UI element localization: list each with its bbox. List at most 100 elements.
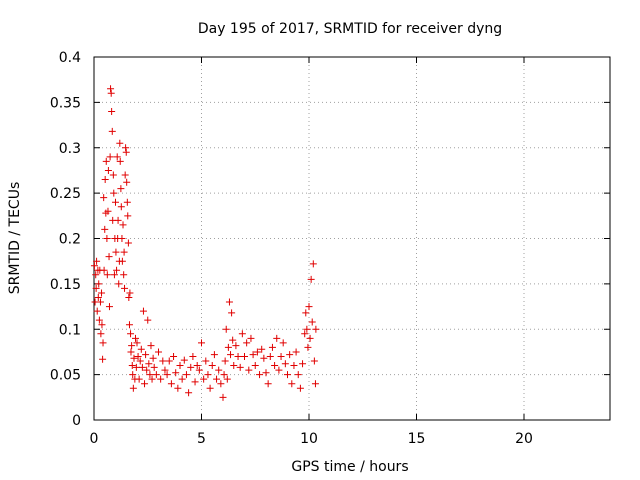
data-point [105,303,113,311]
axis-ticks: 0 0.05 0.1 0.15 0.2 0.25 0.3 0.35 0.4 0 5 10 15 20 [50,50,610,447]
y-tick-label: 0.05 [50,368,81,384]
y-axis-label: SRMTID / TECUs [7,182,23,295]
data-point [256,371,264,379]
data-point [133,339,141,347]
data-point [124,239,132,247]
data-point [103,271,111,279]
data-point [90,262,98,270]
data-point [229,336,237,344]
data-point [106,153,114,161]
data-point [219,393,227,401]
data-point [115,280,123,288]
data-point [137,345,145,353]
data-point [208,362,216,370]
data-point [139,307,147,315]
y-tick-label: 0.3 [59,141,81,157]
data-point [131,334,139,342]
data-point [292,348,300,356]
data-point [122,148,130,156]
y-tick-label: 0.35 [50,95,81,111]
data-point [135,375,143,383]
data-point [264,380,272,388]
data-point [93,257,101,265]
data-point [99,355,107,363]
data-point [145,360,153,368]
data-point [271,362,279,370]
data-point [163,371,171,379]
data-point [187,363,195,371]
data-point [141,380,149,388]
data-points [90,85,320,401]
data-point [309,260,317,268]
data-point [213,375,221,383]
data-point [210,351,218,359]
data-point [104,166,112,174]
data-point [104,207,112,215]
data-point [92,284,100,292]
data-point [123,178,131,186]
data-point [312,325,320,333]
data-point [281,360,289,368]
x-axis-label: GPS time / hours [291,459,408,475]
grid-lines [94,57,610,420]
data-point [105,253,113,261]
data-point [198,339,205,347]
data-point [101,176,109,184]
data-point [94,293,102,301]
data-point [222,325,230,333]
x-tick-label: 15 [408,431,426,447]
data-point [215,366,223,374]
x-tick-label: 20 [515,431,533,447]
data-point [286,351,294,359]
data-point [279,339,287,347]
data-point [117,185,125,193]
x-tick-label: 0 [90,431,99,447]
data-point [247,334,255,342]
data-point [127,330,135,338]
data-point [221,357,229,365]
data-point [251,362,259,370]
data-point [108,127,116,135]
x-tick-label: 10 [300,431,318,447]
data-point [122,144,130,152]
data-point [304,343,312,351]
data-point [98,321,106,329]
data-point [238,330,246,338]
data-point [241,352,248,360]
data-point [120,248,128,256]
data-point [180,356,188,364]
data-point [125,293,133,301]
data-point [243,339,251,347]
data-point [159,357,167,365]
data-point [306,334,314,342]
data-point [284,371,291,379]
x-tick-label: 5 [197,431,206,447]
data-point [170,352,178,360]
data-point [121,284,129,292]
data-point [144,316,152,324]
y-tick-label: 0.4 [59,50,81,66]
data-point [174,384,182,392]
data-point [136,357,144,365]
data-point [100,194,108,202]
data-point [189,352,197,360]
data-point [225,298,233,306]
data-point [100,266,108,274]
data-point [113,266,121,274]
data-point [128,362,136,370]
data-point [112,248,120,256]
y-tick-label: 0 [72,413,81,429]
data-point [299,360,307,368]
data-point [200,375,208,383]
data-point [191,378,199,386]
data-point [110,189,118,197]
data-point [155,348,162,356]
data-point [95,280,103,288]
data-point [277,352,285,360]
data-point [178,375,186,383]
data-point [253,348,261,356]
data-point [114,216,122,224]
data-point [202,357,210,365]
data-point [98,289,106,297]
